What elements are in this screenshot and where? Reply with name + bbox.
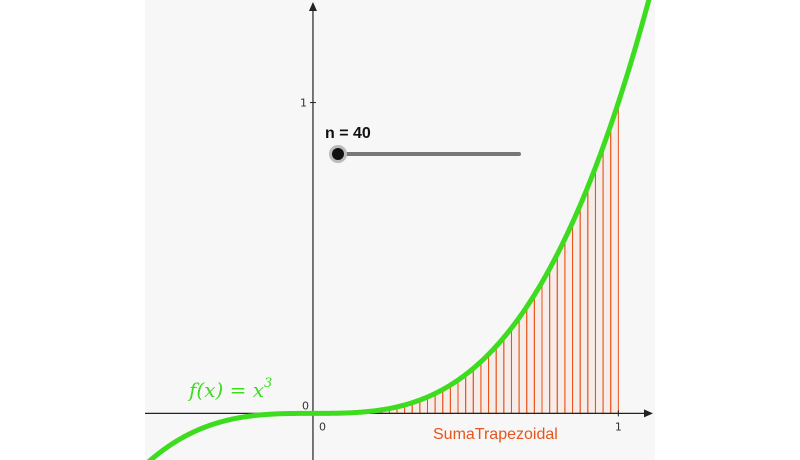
y-tick-label-0: 0 [302, 399, 309, 412]
function-curve[interactable] [145, 0, 655, 460]
trapezoid-sum [312, 102, 619, 414]
trapezoid [503, 326, 512, 414]
trapezoid [526, 293, 535, 414]
x-tick-label-1: 1 [615, 420, 622, 433]
x-tick-label-0: 0 [319, 420, 326, 433]
plot-area[interactable]: 0 1 0 1 f(x) = x3 SumaTrapezoidal n = 40 [145, 0, 655, 460]
function-label-exponent: 3 [264, 376, 272, 391]
trapezoid [510, 316, 520, 414]
y-axis-arrow [308, 2, 317, 11]
slider-knob[interactable] [332, 148, 344, 160]
trapezoid [541, 266, 551, 414]
x-axis-arrow [644, 409, 653, 418]
trapezoid [610, 102, 619, 414]
function-label-text: f(x) = x [187, 378, 264, 402]
trapezoid [556, 238, 566, 414]
trapezoid [579, 186, 589, 414]
trapezoid [533, 280, 543, 414]
trapezoid [572, 204, 581, 414]
trapezoid [518, 305, 528, 414]
trapezoid [602, 125, 612, 414]
y-tick-label-1: 1 [300, 97, 307, 110]
trapezoid-sum-label[interactable]: SumaTrapezoidal [433, 426, 558, 443]
trapezoid [594, 146, 604, 414]
function-label[interactable]: f(x) = x3 [187, 376, 272, 402]
slider-label: n = 40 [325, 125, 371, 142]
trapezoid [549, 254, 558, 414]
trapezoid [495, 336, 505, 414]
graphics-view[interactable]: 0 1 0 1 f(x) = x3 SumaTrapezoidal n = 40 [145, 0, 655, 460]
trapezoid [564, 222, 574, 414]
trapezoid [587, 167, 596, 414]
